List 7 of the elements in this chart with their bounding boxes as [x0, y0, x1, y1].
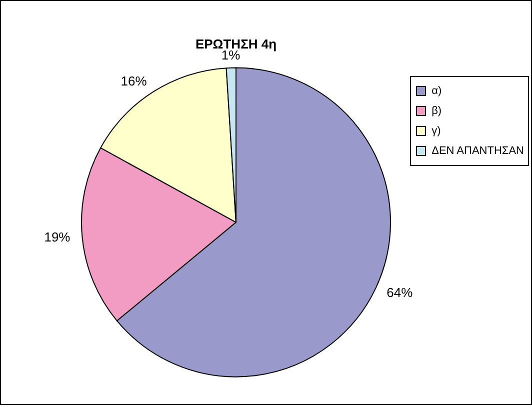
legend-label: γ) [432, 125, 441, 137]
data-label: 16% [120, 73, 148, 88]
legend-label: β) [432, 105, 442, 117]
data-label: 19% [44, 230, 71, 245]
legend-label: α) [432, 85, 442, 97]
data-label: 64% [386, 284, 414, 300]
legend-label: ΔΕΝ ΑΠΑΝΤΗΣΑΝ [432, 145, 524, 157]
